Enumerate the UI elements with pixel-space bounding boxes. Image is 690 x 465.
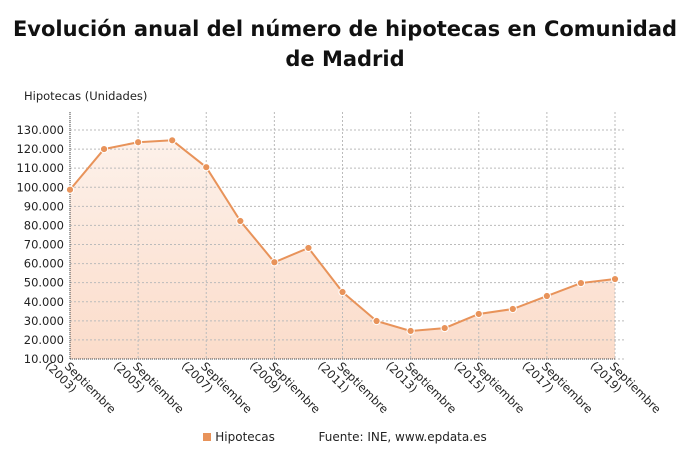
x-tick-label: Septiembre(2015) <box>452 349 528 425</box>
x-tick-label: Septiembre(2003) <box>43 349 119 425</box>
data-point <box>202 163 211 172</box>
data-point <box>304 243 313 253</box>
legend-swatch <box>203 433 212 441</box>
y-tick-label: 130.000 <box>16 123 64 137</box>
data-point <box>338 287 347 297</box>
y-tick-label: 70.000 <box>24 238 64 252</box>
y-tick-label: 120.000 <box>16 142 64 156</box>
data-point <box>406 326 415 336</box>
y-tick-label: 60.000 <box>24 257 64 271</box>
y-tick-label: 30.000 <box>24 314 64 328</box>
data-point <box>474 309 483 319</box>
data-point <box>542 291 551 301</box>
data-point <box>576 278 586 288</box>
legend-label: Hipotecas <box>215 430 275 444</box>
data-point <box>236 216 245 226</box>
data-point <box>134 138 143 147</box>
x-tick-label: Septiembre(2011) <box>315 349 391 425</box>
data-point <box>372 316 381 326</box>
y-tick-label: 100.000 <box>16 180 64 194</box>
x-tick-label: Septiembre(2019) <box>588 349 664 425</box>
y-tick-label: 110.000 <box>16 161 64 175</box>
legend: Hipotecas Fuente: INE, www.epdata.es <box>0 430 690 444</box>
x-tick-label: Septiembre(2013) <box>383 349 459 425</box>
y-tick-label: 80.000 <box>24 218 64 232</box>
data-point <box>610 274 620 284</box>
y-tick-label: 20.000 <box>24 333 64 347</box>
source-text: Fuente: INE, www.epdata.es <box>318 430 487 444</box>
x-tick-label: Septiembre(2007) <box>179 349 255 425</box>
x-tick-label: Septiembre(2017) <box>520 349 596 425</box>
x-tick-label: Septiembre(2005) <box>111 349 187 425</box>
data-point <box>440 323 449 333</box>
y-tick-label: 50.000 <box>24 276 64 290</box>
y-tick-label: 90.000 <box>24 199 64 213</box>
chart-title: Evolución anual del número de hipotecas … <box>12 17 678 71</box>
y-tick-label: 10.000 <box>24 352 64 366</box>
data-point <box>270 258 279 267</box>
data-point <box>99 144 109 154</box>
data-point <box>508 304 517 314</box>
x-tick-label: Septiembre(2009) <box>247 349 323 425</box>
data-point <box>168 136 177 145</box>
y-axis-label: Hipotecas (Unidades) <box>24 89 148 103</box>
y-tick-label: 40.000 <box>24 295 64 309</box>
data-point <box>65 185 75 194</box>
